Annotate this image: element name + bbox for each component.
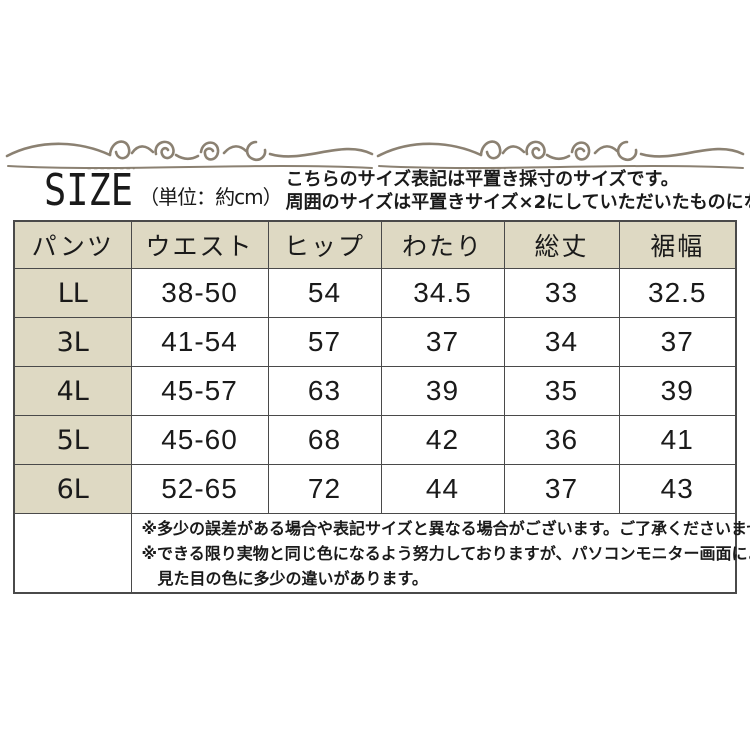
table-cell: 42 <box>380 415 505 465</box>
size-cell: LL <box>13 268 132 318</box>
table-cell: 41-54 <box>130 317 269 367</box>
description-line-1: こちらのサイズ表記は平置き採寸のサイズです。 <box>285 169 679 190</box>
notes-row: ※多少の誤差がある場合や表記サイズと異なる場合がございます。ご了承くださいませ。… <box>13 513 750 594</box>
table-cell: 43 <box>618 464 737 514</box>
table-cell: 54 <box>267 268 382 318</box>
size-cell: 5L <box>13 415 132 465</box>
table-cell: 36 <box>503 415 620 465</box>
table-cell: 37 <box>380 317 505 367</box>
table-cell: 35 <box>503 366 620 416</box>
table-cell: 34 <box>503 317 620 367</box>
note-line-3: 見た目の色に多少の違いがあります。 <box>157 568 428 588</box>
size-description: こちらのサイズ表記は平置き採寸のサイズです。 周囲のサイズは平置きサイズ×2にし… <box>286 168 750 214</box>
table-cell: 34.5 <box>380 268 505 318</box>
table-row-6L: 6L 52-65 72 44 37 43 <box>13 464 737 514</box>
empty-cell <box>13 513 132 594</box>
table-cell: 57 <box>267 317 382 367</box>
note-line-1: ※多少の誤差がある場合や表記サイズと異なる場合がございます。ご了承くださいませ。 <box>141 518 750 538</box>
table-cell: 33 <box>503 268 620 318</box>
size-cell: 3L <box>13 317 132 367</box>
notes-cell: ※多少の誤差がある場合や表記サイズと異なる場合がございます。ご了承くださいませ。… <box>130 513 750 594</box>
table-row-LL: LL 38-50 54 34.5 33 32.5 <box>13 268 737 318</box>
column-header-watari: わたり <box>380 220 505 269</box>
description-line-2: 周囲のサイズは平置きサイズ×2にしていただいたものになります。 <box>285 192 750 213</box>
table-cell: 52-65 <box>130 464 269 514</box>
table-row-4L: 4L 45-57 63 39 35 39 <box>13 366 737 416</box>
table-cell: 37 <box>503 464 620 514</box>
table-cell: 39 <box>380 366 505 416</box>
header-row: パンツ ウエスト ヒップ わたり 総丈 裾幅 <box>13 220 737 269</box>
table-cell: 63 <box>267 366 382 416</box>
table-cell: 32.5 <box>618 268 737 318</box>
table-cell: 39 <box>618 366 737 416</box>
heading: SIZE （単位：約cm） こちらのサイズ表記は平置き採寸のサイズです。 周囲の… <box>44 164 750 216</box>
size-cell: 4L <box>13 366 132 416</box>
table-cell: 68 <box>267 415 382 465</box>
note-line-2: ※できる限り実物と同じ色になるよう努力しておりますが、パソコンモニター画面により <box>141 543 750 563</box>
page-title: SIZE <box>44 164 134 216</box>
table-cell: 45-57 <box>130 366 269 416</box>
size-cell: 6L <box>13 464 132 514</box>
table-row-3L: 3L 41-54 57 37 34 37 <box>13 317 737 367</box>
column-header-waist: ウエスト <box>130 220 269 269</box>
table-cell: 44 <box>380 464 505 514</box>
column-header-pants: パンツ <box>13 220 132 269</box>
table-cell: 45-60 <box>130 415 269 465</box>
table-cell: 38-50 <box>130 268 269 318</box>
column-header-hem: 裾幅 <box>618 220 737 269</box>
table-cell: 37 <box>618 317 737 367</box>
column-header-length: 総丈 <box>503 220 620 269</box>
unit-label: （単位：約cm） <box>139 185 282 209</box>
size-table: パンツ ウエスト ヒップ わたり 総丈 裾幅 LL 38-50 54 34.5 … <box>13 220 750 594</box>
table-cell: 72 <box>267 464 382 514</box>
column-header-hip: ヒップ <box>267 220 382 269</box>
table-row-5L: 5L 45-60 68 42 36 41 <box>13 415 737 465</box>
table-cell: 41 <box>618 415 737 465</box>
